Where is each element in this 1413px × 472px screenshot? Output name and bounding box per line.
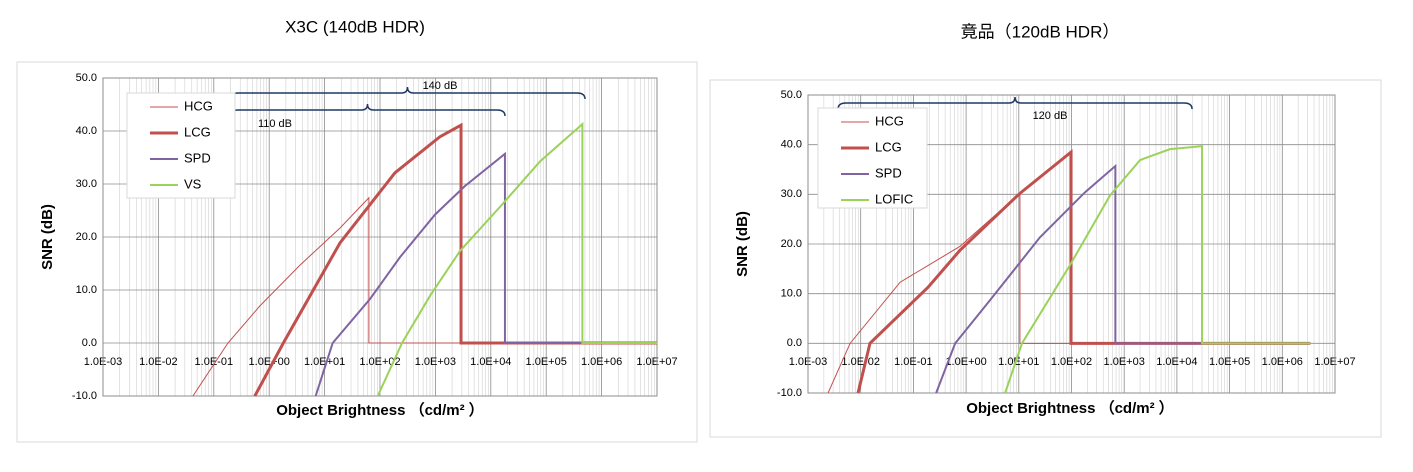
y-tick-label: 10.0 xyxy=(781,288,802,300)
y-tick-label: -10.0 xyxy=(72,390,97,402)
legend-box xyxy=(126,92,236,199)
series-line xyxy=(935,163,1311,394)
y-axis-label: SNR (dB) xyxy=(39,204,56,270)
x-tick-label: 1.0E+00 xyxy=(945,356,986,368)
y-tick-label: 20.0 xyxy=(781,238,802,250)
y-tick-label: 0.0 xyxy=(787,337,802,349)
legend-label: HCG xyxy=(184,98,213,113)
legend-label: VS xyxy=(184,176,202,191)
series-line xyxy=(314,151,657,397)
y-tick-label: 20.0 xyxy=(76,231,97,243)
legend-label: LCG xyxy=(875,139,902,154)
y-tick-label: -10.0 xyxy=(777,387,802,399)
chart: X3C (140dB HDR) -10.0 0.0 10.0 20.0 30.0 40.0 5… xyxy=(16,17,698,443)
legend-box xyxy=(817,107,928,209)
x-tick-label: 1.0E-01 xyxy=(894,356,933,368)
x-tick-label: 1.0E+03 xyxy=(415,356,456,368)
chart-frame xyxy=(16,61,698,443)
y-tick-label: 30.0 xyxy=(76,178,97,190)
series-line xyxy=(827,192,1311,394)
annotation: 110 dB xyxy=(258,118,292,130)
y-tick-label: 40.0 xyxy=(781,139,802,151)
x-tick-label: 1.0E+03 xyxy=(1104,356,1145,368)
plot-area xyxy=(807,94,1336,394)
legend-label: LOFIC xyxy=(875,191,913,206)
x-tick-label: 1.0E+01 xyxy=(998,356,1039,368)
x-tick-label: 1.0E+05 xyxy=(526,356,567,368)
y-tick-label: 50.0 xyxy=(76,72,97,84)
x-tick-label: 1.0E+06 xyxy=(581,356,622,368)
x-tick-label: 1.0E+04 xyxy=(470,356,511,368)
x-axis-label: Object Brightness （cd/m² ） xyxy=(276,401,484,419)
y-tick-label: 40.0 xyxy=(76,125,97,137)
series-line xyxy=(253,122,657,397)
y-tick-label: 0.0 xyxy=(82,337,97,349)
y-axis-label: SNR (dB) xyxy=(734,211,751,277)
x-tick-label: 1.0E+01 xyxy=(304,356,345,368)
annotation: 140 dB xyxy=(423,80,458,92)
y-tick-label: 10.0 xyxy=(76,284,97,296)
legend-label: SPD xyxy=(184,150,211,165)
annotation: 120 dB xyxy=(1033,110,1068,122)
y-tick-label: 30.0 xyxy=(781,188,802,200)
legend-label: LCG xyxy=(184,124,211,139)
y-tick-label: 50.0 xyxy=(781,89,802,101)
x-tick-label: 1.0E+02 xyxy=(1051,356,1092,368)
chart-frame xyxy=(709,79,1382,438)
series-line xyxy=(1004,145,1311,394)
x-tick-label: 1.0E+02 xyxy=(359,356,400,368)
chart: 竟品（120dB HDR） -10.0 0.0 10.0 20.0 30.0 40.0 50.… xyxy=(709,22,1382,438)
x-tick-label: 1.0E+04 xyxy=(1156,356,1197,368)
series-line xyxy=(856,148,1311,394)
x-tick-label: 1.0E+00 xyxy=(249,356,290,368)
chart-title: X3C (140dB HDR) xyxy=(285,17,425,36)
legend-label: SPD xyxy=(875,165,902,180)
x-tick-label: 1.0E+05 xyxy=(1209,356,1250,368)
series-line xyxy=(376,121,657,397)
x-tick-label: 1.0E-01 xyxy=(195,356,234,368)
x-tick-label: 1.0E+06 xyxy=(1262,356,1303,368)
brace xyxy=(837,96,1193,110)
legend-label: HCG xyxy=(875,113,904,128)
plot-area xyxy=(102,77,658,397)
chart-title: 竟品（120dB HDR） xyxy=(961,22,1120,41)
x-tick-label: 1.0E-02 xyxy=(841,356,880,368)
x-axis-label: Object Brightness （cd/m² ） xyxy=(966,399,1174,417)
series-line xyxy=(192,196,657,397)
x-tick-label: 1.0E-02 xyxy=(139,356,178,368)
